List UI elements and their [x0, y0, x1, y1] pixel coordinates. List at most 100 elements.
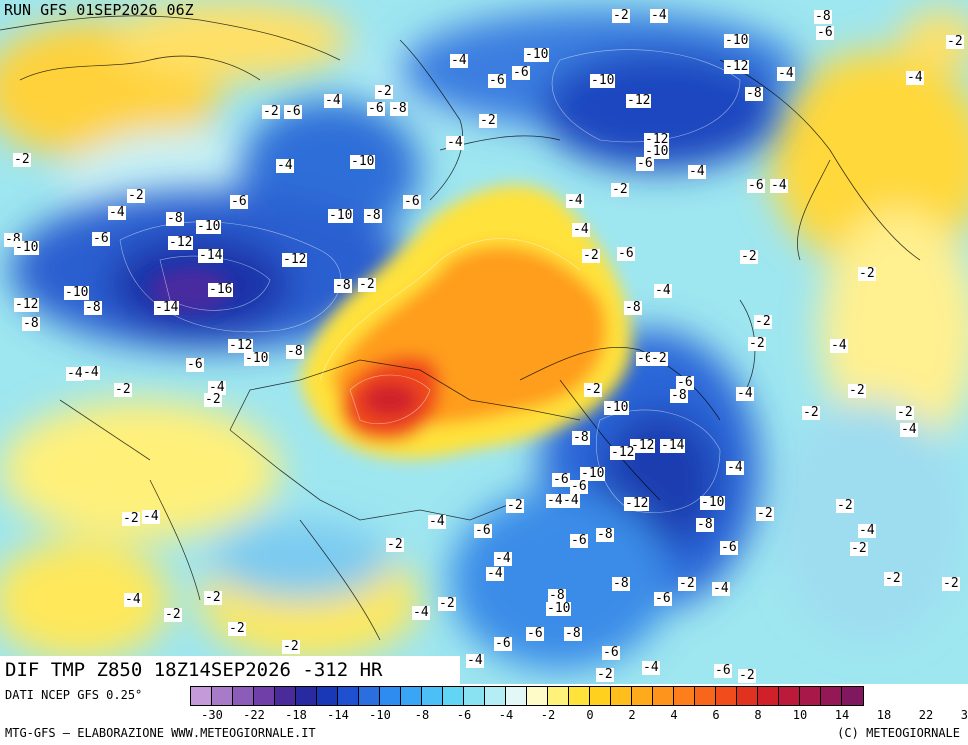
- legend-swatch: [569, 687, 590, 705]
- contour-label: -10: [350, 154, 376, 169]
- legend-swatch: [800, 687, 821, 705]
- legend-swatch: [464, 687, 485, 705]
- data-source: DATI NCEP GFS 0.25°: [5, 688, 143, 702]
- contour-label: -2: [896, 405, 914, 420]
- contour-label: -4: [142, 509, 160, 524]
- contour-label: -2: [748, 336, 766, 351]
- contour-label: -6: [284, 104, 302, 119]
- legend-tick-label: 14: [834, 708, 850, 722]
- contour-label: -4: [777, 66, 795, 81]
- contour-label: -8: [390, 101, 408, 116]
- legend-swatch: [380, 687, 401, 705]
- contour-label: -8: [612, 576, 630, 591]
- contour-label: -2: [850, 541, 868, 556]
- legend-tick-label: 18: [876, 708, 892, 722]
- contour-label: -2: [13, 152, 31, 167]
- contour-label: -6: [747, 178, 765, 193]
- contour-label: -6: [552, 472, 570, 487]
- legend-tick-label: 2: [628, 708, 636, 722]
- contour-label: -2: [204, 590, 222, 605]
- contour-label: -2: [650, 351, 668, 366]
- contour-label: -6: [654, 591, 672, 606]
- legend-tick-label: -2: [540, 708, 556, 722]
- contour-label: -8: [596, 527, 614, 542]
- contour-label: -8: [286, 344, 304, 359]
- contour-label: -4: [412, 605, 430, 620]
- contour-label: -4: [324, 93, 342, 108]
- contour-label: -2: [942, 576, 960, 591]
- contour-label: -10: [644, 144, 670, 159]
- temperature-anomaly-map: [0, 0, 968, 684]
- contour-label: -4: [712, 581, 730, 596]
- contour-label: -4: [486, 566, 504, 581]
- contour-label: -8: [166, 211, 184, 226]
- contour-label: -6: [92, 231, 110, 246]
- contour-label: -2: [438, 596, 456, 611]
- contour-label: -6: [720, 540, 738, 555]
- contour-label: -12: [644, 132, 670, 147]
- contour-label: -6: [636, 156, 654, 171]
- contour-label: -8: [624, 300, 642, 315]
- contour-label: -10: [580, 466, 606, 481]
- contour-label: -2: [754, 314, 772, 329]
- legend-swatch: [611, 687, 632, 705]
- contour-label: -10: [724, 33, 750, 48]
- contour-label: -10: [546, 601, 572, 616]
- legend-colorbar: [190, 686, 864, 706]
- legend-swatch: [548, 687, 569, 705]
- legend-tick-label: 0: [586, 708, 594, 722]
- legend-tick-label: -22: [243, 708, 265, 722]
- contour-label: -2: [848, 383, 866, 398]
- contour-label: -4: [108, 205, 126, 220]
- contour-label: -6: [714, 663, 732, 678]
- legend-swatch: [254, 687, 275, 705]
- legend-swatch: [485, 687, 506, 705]
- legend-tick-label: -18: [285, 708, 307, 722]
- map-subtitle: DIF TMP Z850 18Z14SEP2026 -312 HR: [5, 659, 383, 681]
- legend-tick-label: 30: [960, 708, 968, 722]
- legend-tick-label: 4: [670, 708, 678, 722]
- contour-label: -2: [358, 277, 376, 292]
- contour-label: -4: [650, 8, 668, 23]
- contour-label: -12: [626, 93, 652, 108]
- contour-label: -10: [590, 73, 616, 88]
- contour-label: -2: [164, 607, 182, 622]
- contour-label: -2: [262, 104, 280, 119]
- contour-label: -2: [479, 113, 497, 128]
- contour-label: -10: [196, 219, 222, 234]
- contour-label: -12: [630, 438, 656, 453]
- contour-label: -10: [524, 47, 550, 62]
- contour-label: -12: [724, 59, 750, 74]
- legend-swatch: [758, 687, 779, 705]
- contour-label: -6: [512, 65, 530, 80]
- contour-label: -10: [604, 400, 630, 415]
- legend-tick-label: 22: [918, 708, 934, 722]
- legend-tick-label: -6: [456, 708, 472, 722]
- contour-label: -2: [756, 506, 774, 521]
- contour-label: -8: [564, 626, 582, 641]
- contour-label: -6: [636, 351, 654, 366]
- map-subtitle-box: DIF TMP Z850 18Z14SEP2026 -312 HR: [0, 656, 460, 684]
- contour-label: -2: [596, 667, 614, 682]
- contour-label: -8: [572, 430, 590, 445]
- contour-label: -4: [770, 178, 788, 193]
- legend-swatch: [296, 687, 317, 705]
- legend-swatch: [527, 687, 548, 705]
- legend-swatch: [632, 687, 653, 705]
- contour-label: -12: [610, 445, 636, 460]
- contour-label: -8: [334, 278, 352, 293]
- contour-label: -4: [726, 460, 744, 475]
- legend-swatch: [716, 687, 737, 705]
- legend-swatch: [191, 687, 212, 705]
- legend-tick-label: -4: [498, 708, 514, 722]
- contour-label: -14: [154, 300, 180, 315]
- contour-label: -6: [367, 101, 385, 116]
- legend-swatch: [422, 687, 443, 705]
- contour-label: -4: [276, 158, 294, 173]
- legend-swatch: [821, 687, 842, 705]
- legend-swatch: [317, 687, 338, 705]
- legend-swatch: [275, 687, 296, 705]
- legend-swatch: [590, 687, 611, 705]
- contour-label: -6: [474, 523, 492, 538]
- legend-swatch: [233, 687, 254, 705]
